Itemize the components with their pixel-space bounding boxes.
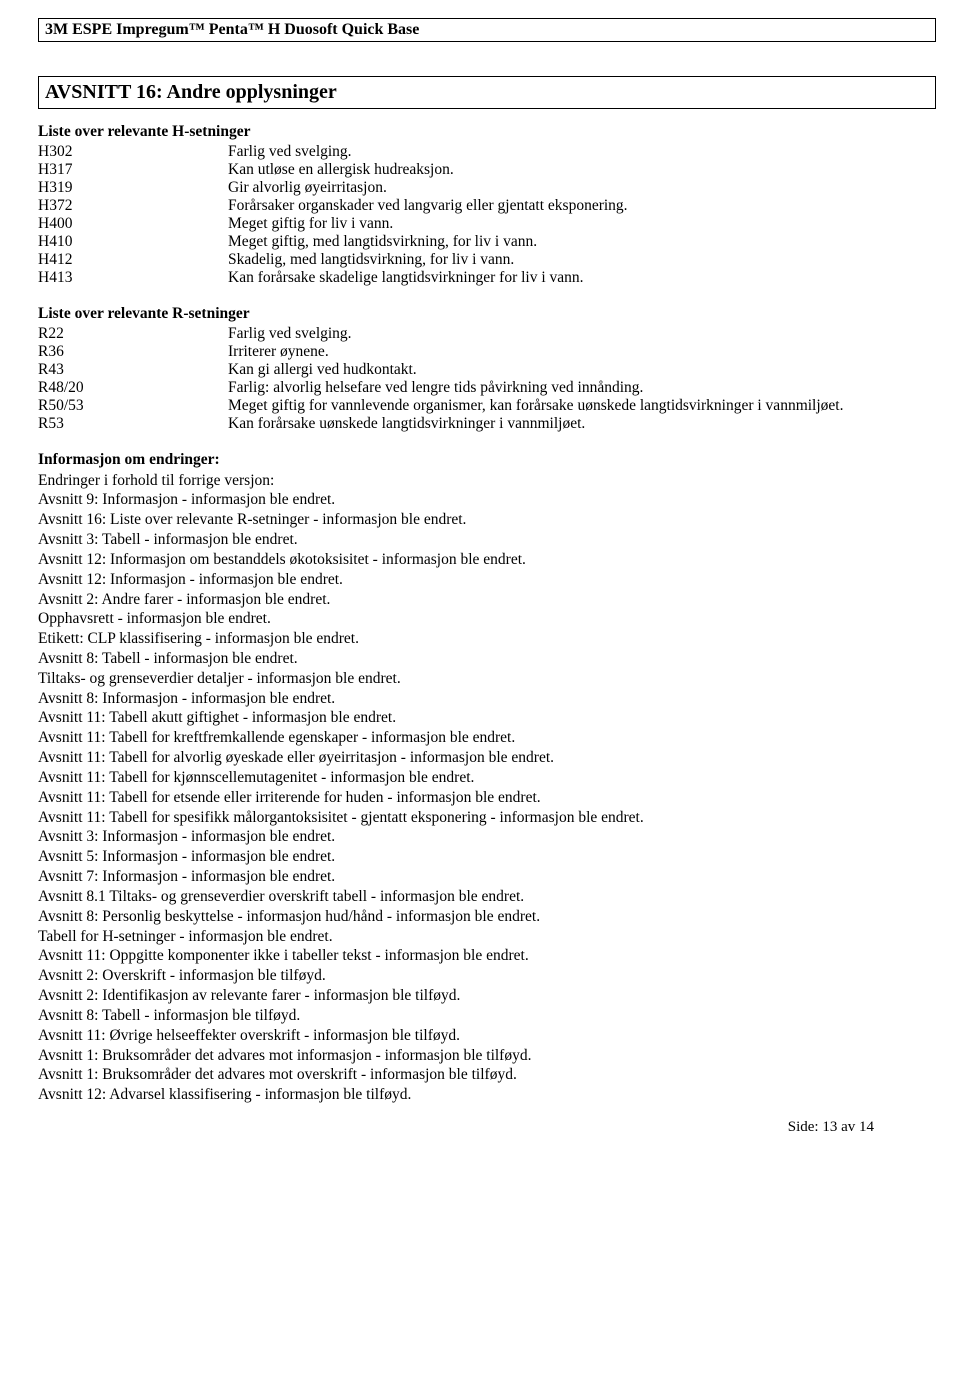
r-setning-row-code: R43	[38, 361, 228, 379]
change-item: Avsnitt 12: Informasjon - informasjon bl…	[38, 570, 936, 590]
r-setning-row-code: R50/53	[38, 397, 228, 415]
change-item: Avsnitt 12: Advarsel klassifisering - in…	[38, 1085, 936, 1105]
change-item: Avsnitt 5: Informasjon - informasjon ble…	[38, 847, 936, 867]
changes-list: Avsnitt 9: Informasjon - informasjon ble…	[38, 490, 936, 1105]
h-setning-row-text: Kan utløse en allergisk hudreaksjon.	[228, 161, 936, 179]
h-setning-row-text: Meget giftig for liv i vann.	[228, 215, 936, 233]
changes-heading: Informasjon om endringer:	[38, 451, 936, 469]
change-item: Avsnitt 12: Informasjon om bestanddels ø…	[38, 550, 936, 570]
product-name: 3M ESPE Impregum™ Penta™ H Duosoft Quick…	[45, 21, 419, 38]
h-setning-row-text: Kan forårsake skadelige langtidsvirkning…	[228, 269, 936, 287]
change-item: Avsnitt 11: Tabell for etsende eller irr…	[38, 788, 936, 808]
h-setning-row-code: H400	[38, 215, 228, 233]
h-setning-row-text: Farlig ved svelging.	[228, 143, 936, 161]
h-setning-row-code: H410	[38, 233, 228, 251]
change-item: Tabell for H-setninger - informasjon ble…	[38, 927, 936, 947]
page-number: Side: 13 av 14	[788, 1119, 874, 1135]
change-item: Avsnitt 8: Informasjon - informasjon ble…	[38, 689, 936, 709]
change-item: Avsnitt 11: Tabell for kreftfremkallende…	[38, 728, 936, 748]
change-item: Etikett: CLP klassifisering - informasjo…	[38, 629, 936, 649]
change-item: Avsnitt 16: Liste over relevante R-setni…	[38, 510, 936, 530]
r-setning-row: R48/20Farlig: alvorlig helsefare ved len…	[38, 379, 936, 397]
change-item: Opphavsrett - informasjon ble endret.	[38, 609, 936, 629]
h-setning-row: H413Kan forårsake skadelige langtidsvirk…	[38, 269, 936, 287]
r-setning-row-text: Meget giftig for vannlevende organismer,…	[228, 397, 936, 415]
h-setninger-list: H302Farlig ved svelging.H317Kan utløse e…	[38, 143, 936, 287]
change-item: Avsnitt 3: Tabell - informasjon ble endr…	[38, 530, 936, 550]
r-setning-row-text: Farlig ved svelging.	[228, 325, 936, 343]
change-item: Avsnitt 8: Tabell - informasjon ble endr…	[38, 649, 936, 669]
h-setning-row: H319Gir alvorlig øyeirritasjon.	[38, 179, 936, 197]
change-item: Avsnitt 2: Andre farer - informasjon ble…	[38, 590, 936, 610]
r-setning-row-code: R36	[38, 343, 228, 361]
r-setning-row: R50/53Meget giftig for vannlevende organ…	[38, 397, 936, 415]
r-setning-row-text: Kan gi allergi ved hudkontakt.	[228, 361, 936, 379]
r-setning-row: R22Farlig ved svelging.	[38, 325, 936, 343]
change-item: Avsnitt 8.1 Tiltaks- og grenseverdier ov…	[38, 887, 936, 907]
r-setning-row-code: R48/20	[38, 379, 228, 397]
h-setning-row: H372Forårsaker organskader ved langvarig…	[38, 197, 936, 215]
change-item: Avsnitt 8: Personlig beskyttelse - infor…	[38, 907, 936, 927]
h-setning-row-text: Skadelig, med langtidsvirkning, for liv …	[228, 251, 936, 269]
h-setning-row-text: Gir alvorlig øyeirritasjon.	[228, 179, 936, 197]
h-setning-row: H302Farlig ved svelging.	[38, 143, 936, 161]
page-footer: Side: 13 av 14	[38, 1119, 936, 1136]
r-setninger-list: R22Farlig ved svelging.R36Irriterer øyne…	[38, 325, 936, 433]
h-setning-row-code: H319	[38, 179, 228, 197]
h-setning-row-code: H317	[38, 161, 228, 179]
h-setning-row-code: H413	[38, 269, 228, 287]
change-item: Tiltaks- og grenseverdier detaljer - inf…	[38, 669, 936, 689]
change-item: Avsnitt 8: Tabell - informasjon ble tilf…	[38, 1006, 936, 1026]
section-title: AVSNITT 16: Andre opplysninger	[45, 81, 337, 103]
section-title-box: AVSNITT 16: Andre opplysninger	[38, 76, 936, 109]
change-item: Avsnitt 11: Oppgitte komponenter ikke i …	[38, 946, 936, 966]
change-item: Avsnitt 2: Overskrift - informasjon ble …	[38, 966, 936, 986]
document-header: 3M ESPE Impregum™ Penta™ H Duosoft Quick…	[38, 18, 936, 42]
r-setninger-heading: Liste over relevante R-setninger	[38, 305, 936, 323]
change-item: Avsnitt 3: Informasjon - informasjon ble…	[38, 827, 936, 847]
changes-intro: Endringer i forhold til forrige versjon:	[38, 471, 936, 490]
r-setning-row: R36Irriterer øynene.	[38, 343, 936, 361]
change-item: Avsnitt 9: Informasjon - informasjon ble…	[38, 490, 936, 510]
r-setning-row-text: Farlig: alvorlig helsefare ved lengre ti…	[228, 379, 936, 397]
r-setning-row-text: Kan forårsake uønskede langtidsvirkninge…	[228, 415, 936, 433]
h-setning-row: H400Meget giftig for liv i vann.	[38, 215, 936, 233]
h-setning-row-text: Forårsaker organskader ved langvarig ell…	[228, 197, 936, 215]
r-setning-row-text: Irriterer øynene.	[228, 343, 936, 361]
change-item: Avsnitt 1: Bruksområder det advares mot …	[38, 1046, 936, 1066]
h-setning-row: H410Meget giftig, med langtidsvirkning, …	[38, 233, 936, 251]
change-item: Avsnitt 7: Informasjon - informasjon ble…	[38, 867, 936, 887]
change-item: Avsnitt 11: Øvrige helseeffekter overskr…	[38, 1026, 936, 1046]
change-item: Avsnitt 1: Bruksområder det advares mot …	[38, 1065, 936, 1085]
h-setninger-heading: Liste over relevante H-setninger	[38, 123, 936, 141]
change-item: Avsnitt 2: Identifikasjon av relevante f…	[38, 986, 936, 1006]
h-setning-row-code: H302	[38, 143, 228, 161]
r-setning-row: R43Kan gi allergi ved hudkontakt.	[38, 361, 936, 379]
h-setning-row: H317Kan utløse en allergisk hudreaksjon.	[38, 161, 936, 179]
h-setning-row-code: H412	[38, 251, 228, 269]
change-item: Avsnitt 11: Tabell for alvorlig øyeskade…	[38, 748, 936, 768]
change-item: Avsnitt 11: Tabell for kjønnscellemutage…	[38, 768, 936, 788]
r-setning-row: R53Kan forårsake uønskede langtidsvirkni…	[38, 415, 936, 433]
change-item: Avsnitt 11: Tabell for spesifikk målorga…	[38, 808, 936, 828]
h-setning-row: H412Skadelig, med langtidsvirkning, for …	[38, 251, 936, 269]
h-setning-row-text: Meget giftig, med langtidsvirkning, for …	[228, 233, 936, 251]
change-item: Avsnitt 11: Tabell akutt giftighet - inf…	[38, 708, 936, 728]
r-setning-row-code: R53	[38, 415, 228, 433]
r-setning-row-code: R22	[38, 325, 228, 343]
h-setning-row-code: H372	[38, 197, 228, 215]
